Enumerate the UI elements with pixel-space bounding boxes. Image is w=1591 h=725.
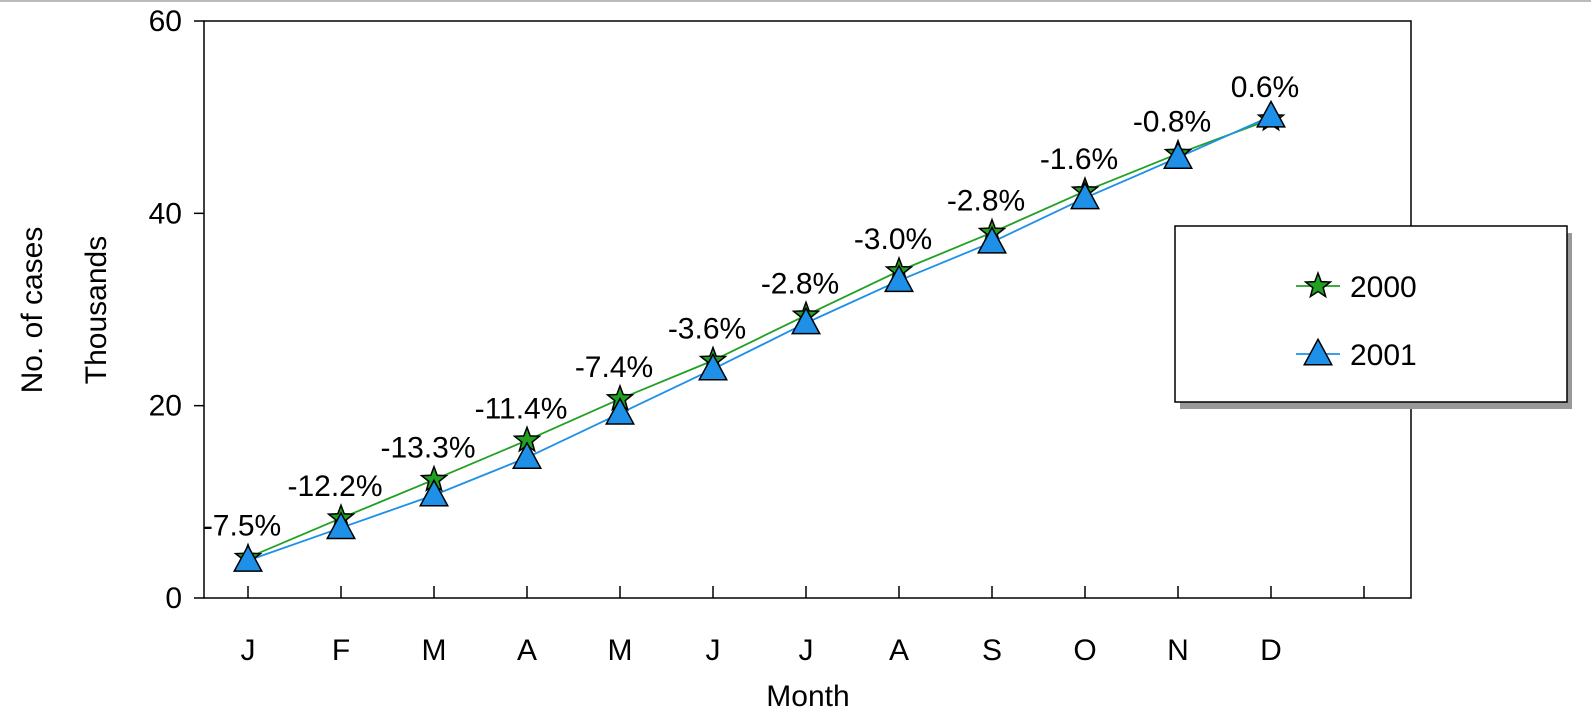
annotation-label: 0.6% — [1231, 71, 1299, 104]
x-tick-label: M — [608, 634, 633, 667]
annotation-label: -1.6% — [1040, 143, 1118, 176]
triangle-marker — [790, 306, 822, 335]
y-axis: 0 20 40 60 — [149, 5, 204, 615]
triangle-marker — [604, 397, 636, 425]
annotation-label: -2.8% — [761, 267, 839, 300]
x-tick-label: M — [422, 634, 447, 667]
annotation-label: -7.4% — [575, 351, 653, 384]
y-axis-label: No. of cases — [16, 227, 49, 394]
series-line-2000 — [247, 118, 1272, 559]
x-tick-label: D — [1260, 634, 1282, 667]
annotation-label: -7.5% — [203, 510, 281, 543]
triangle-marker — [1069, 181, 1101, 210]
x-tick-label: N — [1167, 634, 1189, 667]
series-layer — [232, 99, 1287, 572]
y-tick-label: 60 — [149, 5, 182, 38]
x-tick-label: S — [982, 634, 1002, 667]
star-marker — [1303, 270, 1333, 299]
annotation-label: -11.4% — [475, 392, 568, 425]
triangle-marker — [1302, 337, 1334, 366]
y-tick-label: 40 — [149, 197, 182, 230]
triangle-marker — [418, 478, 450, 507]
triangle-marker — [883, 264, 915, 293]
x-tick-label: A — [889, 634, 909, 667]
triangle-marker — [511, 441, 543, 470]
annotation-label: -13.3% — [380, 432, 475, 465]
annotations: -7.5%-12.2% -13.3%-11.4%-7.4% -3.6% -2.8% -3… — [203, 71, 1299, 543]
x-tick-label: J — [706, 634, 721, 667]
legend-items: 2000 2001 — [1296, 270, 1417, 372]
triangle-marker — [232, 544, 264, 572]
x-axis-label: Month — [766, 680, 849, 713]
triangle-marker — [697, 352, 729, 381]
triangle-marker — [1255, 99, 1287, 128]
annotation-label: -12.2% — [287, 470, 382, 503]
y-tick-label: 20 — [149, 390, 182, 423]
triangle-marker — [976, 225, 1008, 254]
x-tick-label: O — [1073, 634, 1096, 667]
legend: 2000 2001 — [1174, 225, 1572, 409]
series-line-2001 — [247, 115, 1272, 562]
annotation-label: -3.6% — [668, 312, 746, 345]
y-tick-label: 0 — [165, 582, 182, 615]
x-tick-label: J — [799, 634, 814, 667]
legend-box — [1174, 225, 1568, 403]
y-axis-units: Thousands — [80, 236, 113, 384]
triangle-marker — [325, 511, 357, 540]
annotation-label: -3.0% — [854, 223, 932, 256]
x-tick-label: A — [517, 634, 537, 667]
x-tick-label: F — [332, 634, 350, 667]
legend-label-2001: 2001 — [1350, 339, 1417, 372]
annotation-label: -0.8% — [1133, 106, 1211, 139]
legend-label-2000: 2000 — [1350, 271, 1417, 304]
triangle-marker — [1162, 141, 1194, 169]
annotation-label: -2.8% — [947, 185, 1025, 218]
x-tick-label: J — [241, 634, 256, 667]
